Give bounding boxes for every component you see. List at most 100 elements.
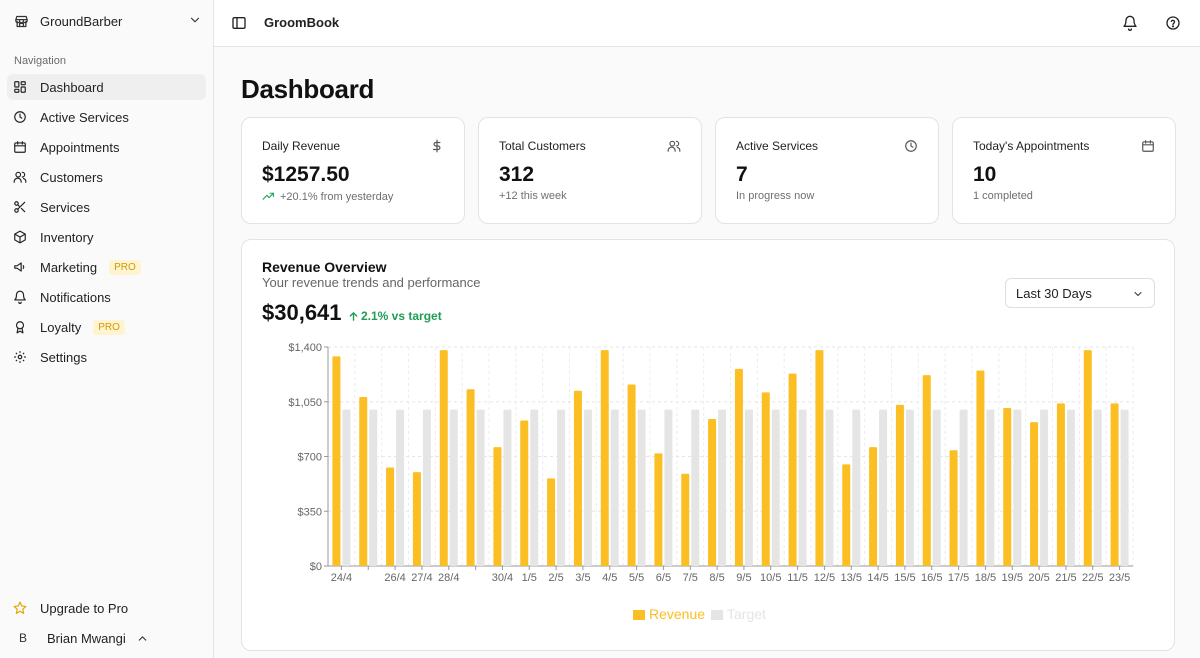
revenue-overview-panel: $0 $350 $700 $1,050 $1,400 24/4 26/4 27/4 28/4 30… <box>241 239 1175 651</box>
stat-card-total-customers: Total Customers 312 +12 this week <box>478 117 702 224</box>
date-range-value: Last 30 Days <box>1016 285 1092 301</box>
revenue-total: $30,641 <box>262 300 342 325</box>
target-bar <box>1013 409 1022 566</box>
x-tick-label: 5/5 <box>629 572 644 584</box>
chevron-up-icon <box>136 632 149 645</box>
bell-icon <box>13 290 27 304</box>
sidebar-item-services[interactable]: Services <box>7 194 206 220</box>
target-bar <box>557 409 566 566</box>
y-tick-label: $1,400 <box>288 342 322 354</box>
x-tick-label: 17/5 <box>948 572 969 584</box>
avatar: B <box>18 631 27 645</box>
user-menu[interactable]: B Brian Mwangi <box>13 627 149 649</box>
sidebar-item-customers[interactable]: Customers <box>7 164 206 190</box>
target-bar <box>825 409 834 566</box>
star-icon <box>13 601 27 615</box>
sidebar-item-settings[interactable]: Settings <box>7 344 206 370</box>
sidebar-item-appointments[interactable]: Appointments <box>7 134 206 160</box>
target-bar <box>1040 409 1049 566</box>
target-bar <box>530 409 539 566</box>
target-bar <box>798 409 807 566</box>
revenue-bar <box>493 447 502 566</box>
target-bar <box>932 409 941 566</box>
target-bar <box>583 409 592 566</box>
stat-value: $1257.50 <box>262 163 350 186</box>
revenue-bar <box>1110 403 1119 566</box>
target-bar <box>879 409 888 566</box>
revenue-bar <box>627 384 636 566</box>
sidebar-item-marketing[interactable]: Marketing PRO <box>7 254 206 280</box>
sidebar-item-active-services[interactable]: Active Services <box>7 104 206 130</box>
dashboard-grid-icon <box>13 80 27 94</box>
user-name: Brian Mwangi <box>47 630 126 646</box>
pro-badge: PRO <box>109 259 141 275</box>
x-tick-label: 19/5 <box>1002 572 1023 584</box>
y-tick-label: $1,050 <box>288 397 322 409</box>
x-tick-label: 16/5 <box>921 572 942 584</box>
x-tick-label: 14/5 <box>867 572 888 584</box>
sidebar-item-label: Inventory <box>40 229 94 245</box>
revenue-bar <box>842 464 851 566</box>
gear-icon <box>13 350 27 364</box>
x-tick-label: 10/5 <box>760 572 781 584</box>
users-icon <box>13 170 27 184</box>
revenue-bar <box>761 392 770 566</box>
x-tick-label: 15/5 <box>894 572 915 584</box>
bell-icon[interactable] <box>1122 15 1138 31</box>
sidebar-item-notifications[interactable]: Notifications <box>7 284 206 310</box>
target-bar <box>369 409 378 566</box>
revenue-bar <box>788 373 797 566</box>
date-range-select[interactable]: Last 30 Days <box>1005 278 1155 308</box>
revenue-bar <box>1003 408 1012 566</box>
clock-icon <box>904 139 918 153</box>
sidebar-item-inventory[interactable]: Inventory <box>7 224 206 250</box>
upgrade-button[interactable]: Upgrade to Pro <box>13 598 128 618</box>
target-bar <box>1066 409 1075 566</box>
panel-subtitle: Your revenue trends and performance <box>262 275 481 290</box>
revenue-bar <box>520 420 529 566</box>
sidebar-item-label: Loyalty <box>40 319 82 335</box>
x-tick-label: 7/5 <box>683 572 698 584</box>
sidebar-item-label: Notifications <box>40 289 111 305</box>
stat-card-todays-appointments: Today's Appointments 10 1 completed <box>952 117 1176 224</box>
sidebar-item-loyalty[interactable]: Loyalty PRO <box>7 314 206 340</box>
x-tick-label: 4/5 <box>602 572 617 584</box>
dollar-icon <box>430 139 444 153</box>
page-title: Dashboard <box>241 74 375 104</box>
sidebar-nav: Dashboard Active Services Appointments C… <box>7 74 206 374</box>
x-tick-label: 13/5 <box>841 572 862 584</box>
revenue-bar <box>681 473 690 566</box>
target-bar <box>637 409 646 566</box>
x-tick-label: 11/5 <box>787 572 808 584</box>
revenue-bar <box>895 404 904 566</box>
target-bar <box>610 409 619 566</box>
revenue-bar <box>573 390 582 566</box>
calendar-icon <box>13 140 27 154</box>
revenue-bar <box>708 418 717 566</box>
target-bar <box>1120 409 1129 566</box>
revenue-bar <box>466 389 475 566</box>
megaphone-icon <box>13 260 27 274</box>
stat-sub-text: +20.1% from yesterday <box>280 190 394 203</box>
sidebar-item-label: Active Services <box>40 109 129 125</box>
sidebar-item-dashboard[interactable]: Dashboard <box>7 74 206 100</box>
legend-label-target: Target <box>727 606 766 622</box>
scissors-icon <box>13 200 27 214</box>
target-bar <box>691 409 700 566</box>
clock-icon <box>13 110 27 124</box>
stat-value: 10 <box>973 163 997 186</box>
target-bar <box>422 409 431 566</box>
revenue-bar <box>949 450 958 566</box>
help-icon[interactable] <box>1165 15 1181 31</box>
x-tick-label: 8/5 <box>709 572 724 584</box>
stat-value: 7 <box>736 163 748 186</box>
stat-subtext: +20.1% from yesterday <box>262 190 393 203</box>
sidebar-toggle-icon[interactable] <box>231 15 247 31</box>
target-bar <box>771 409 780 566</box>
trending-up-icon <box>262 192 274 200</box>
revenue-bar <box>359 397 368 566</box>
x-tick-label: 18/5 <box>975 572 996 584</box>
legend-swatch-revenue <box>633 610 645 620</box>
brand-switcher[interactable]: GroundBarber <box>12 10 204 32</box>
x-tick-label: 30/4 <box>492 572 513 584</box>
